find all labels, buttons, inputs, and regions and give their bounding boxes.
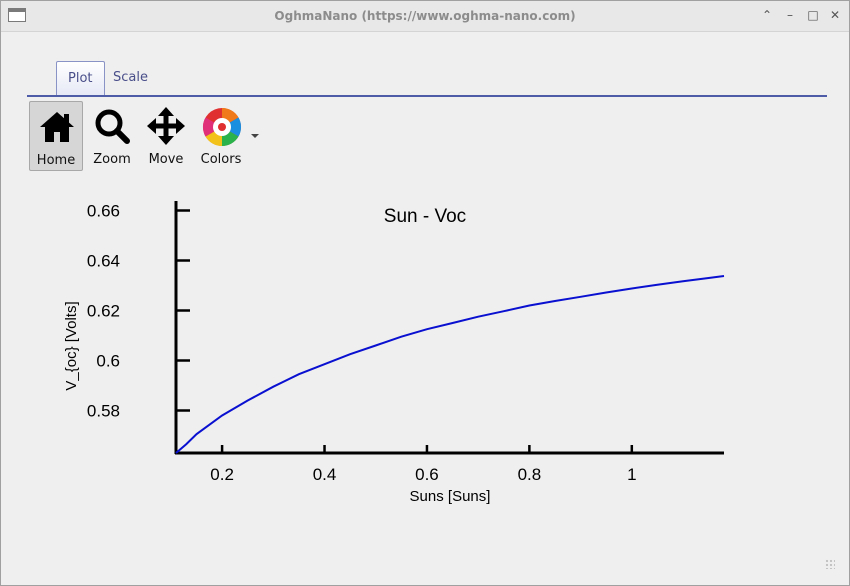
- y-tick-label: 0.66: [87, 202, 120, 221]
- chart-title: Sun - Voc: [384, 206, 466, 227]
- home-label: Home: [36, 153, 76, 168]
- title-bar[interactable]: OghmaNano (https://www.oghma-nano.com) ⌃…: [1, 1, 849, 32]
- move-icon: [147, 107, 185, 145]
- y-axis-label: V_{oc} [Volts]: [63, 301, 80, 390]
- series-line: [175, 275, 725, 454]
- move-label: Move: [148, 152, 184, 167]
- y-tick-label: 0.64: [87, 252, 120, 271]
- y-tick-label: 0.62: [87, 302, 120, 321]
- x-tick-label: 0.4: [313, 465, 337, 484]
- x-tick-label: 1: [627, 465, 636, 484]
- collapse-icon[interactable]: ⌃: [761, 8, 773, 22]
- zoom-icon: [95, 109, 130, 144]
- sun-voc-chart: 0.2 0.4 0.6 0.8 1 0.58 0.6 0.62 0.64 0.66 Sun - Vo…: [63, 201, 725, 505]
- tab-plot[interactable]: Plot: [56, 61, 105, 95]
- x-tick-label: 0.6: [415, 465, 439, 484]
- x-tick-label: 0.8: [518, 465, 542, 484]
- x-tick-label: 0.2: [210, 465, 234, 484]
- x-axis-label: Suns [Suns]: [410, 488, 491, 505]
- plot-area[interactable]: 0.2 0.4 0.6 0.8 1 0.58 0.6 0.62 0.64 0.66 Sun - Vo…: [1, 181, 850, 521]
- close-icon[interactable]: ✕: [829, 8, 841, 22]
- tab-scale[interactable]: Scale: [113, 70, 148, 85]
- resize-grip-icon[interactable]: [825, 559, 835, 569]
- colors-icon: [202, 107, 242, 147]
- colors-label: Colors: [200, 152, 242, 167]
- window-title: OghmaNano (https://www.oghma-nano.com): [274, 9, 576, 23]
- y-tick-label: 0.6: [96, 352, 120, 371]
- minimize-icon[interactable]: –: [787, 8, 793, 22]
- colors-dropdown-icon[interactable]: [251, 134, 259, 138]
- maximize-icon[interactable]: □: [807, 8, 819, 22]
- move-button[interactable]: Move: [139, 101, 193, 171]
- home-button[interactable]: Home: [29, 101, 83, 171]
- zoom-button[interactable]: Zoom: [85, 101, 139, 171]
- home-icon: [40, 112, 74, 142]
- zoom-label: Zoom: [93, 152, 131, 167]
- tab-bar: Plot Scale: [27, 59, 827, 97]
- y-tick-label: 0.58: [87, 402, 120, 421]
- window-icon: [8, 8, 26, 22]
- colors-button[interactable]: Colors: [194, 101, 248, 171]
